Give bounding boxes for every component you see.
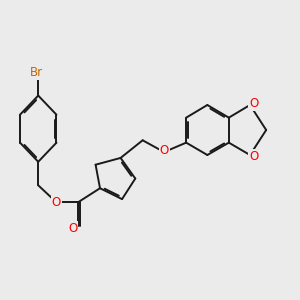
Text: O: O	[160, 144, 169, 157]
Text: O: O	[249, 150, 258, 163]
Text: O: O	[52, 196, 61, 209]
Text: Br: Br	[30, 66, 43, 79]
Text: O: O	[68, 222, 77, 235]
Text: O: O	[249, 97, 258, 110]
